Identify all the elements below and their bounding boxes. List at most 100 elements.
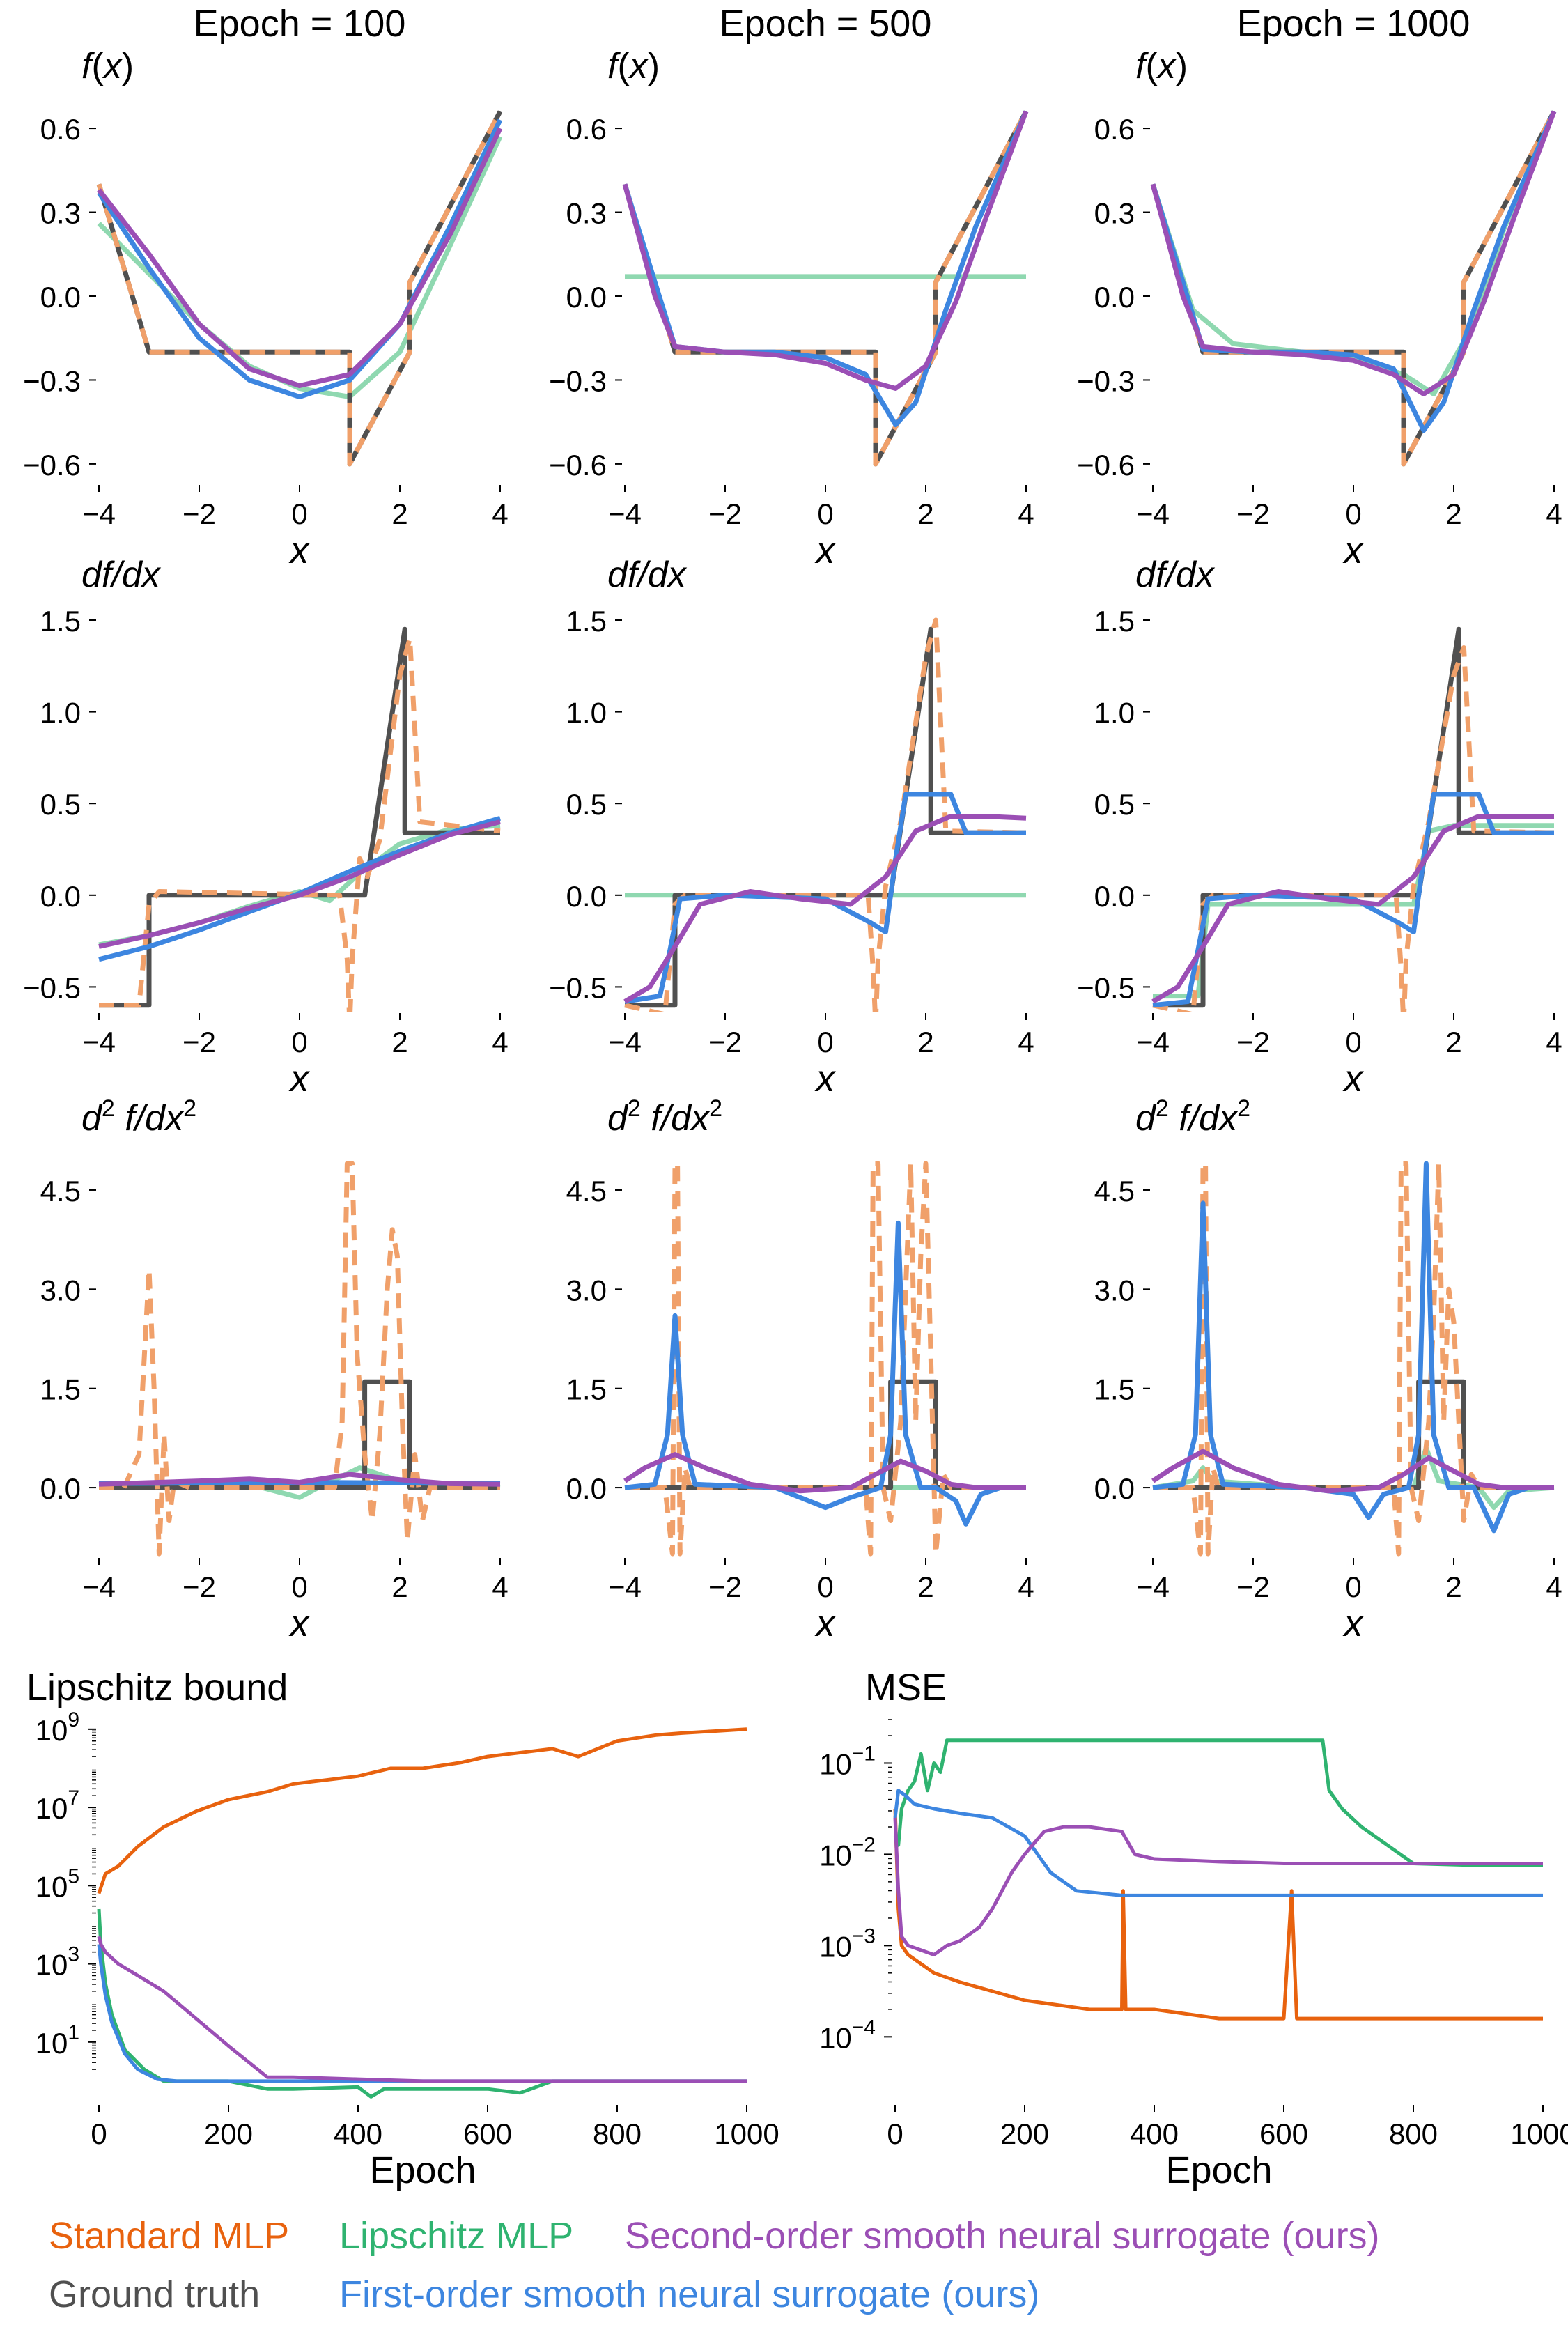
panel-f-500: Epoch = 500 f(x)0.6 0.3 0.0 −0.3 −0.6−4 −2 0 2 4 x <box>549 3 1034 571</box>
y-tick-label: 0.0 <box>566 1472 607 1505</box>
x-tick-label: 0 <box>291 497 307 530</box>
series-first-order-smooth-neural-surrogate-ours <box>97 118 503 399</box>
x-tick-label: −2 <box>183 497 216 530</box>
series-standard-mlp <box>99 635 501 1012</box>
ylabel: f(x) <box>81 46 134 86</box>
series-standard-mlp <box>99 1161 500 1557</box>
x-tick-label: −4 <box>1136 1026 1170 1058</box>
x-tick-label: −2 <box>708 1026 742 1058</box>
panel-title: MSE <box>865 1667 947 1708</box>
y-tick-label: 10−3 <box>819 1924 876 1963</box>
legend-standard-mlp: Standard MLP <box>49 2215 290 2257</box>
x-tick-label: 2 <box>1445 1570 1461 1603</box>
series-lipschitz-mlp <box>97 1908 747 2099</box>
panel-mse: MSE 10−1 10−2 10−3 10−4 0 200 400 600 800 1000 Epoc… <box>819 1667 1568 2191</box>
x-axis-label: x <box>1342 1058 1365 1099</box>
y-tick-label: 10−1 <box>819 1742 876 1780</box>
ylabel: d2 f/dx2 <box>1135 1095 1250 1138</box>
y-tick-label: 107 <box>36 1786 79 1825</box>
y-tick-label: 0.6 <box>566 113 607 146</box>
y-tick-label: 105 <box>36 1864 79 1903</box>
series-second-order-smooth-neural-surrogate-ours <box>623 814 1027 1004</box>
y-tick-label: 1.5 <box>566 1373 607 1406</box>
y-tick-label: −0.6 <box>23 449 81 481</box>
y-tick-label: 0.5 <box>566 788 607 821</box>
series-first-order-smooth-neural-surrogate-ours <box>97 1944 747 2083</box>
x-tick-label: −2 <box>708 497 742 530</box>
panel-df-1000: df/dx1.5 1.0 0.5 0.0 −0.5−4 −2 0 2 4 x <box>1077 555 1562 1099</box>
y-tick-label: 0.6 <box>1094 113 1135 146</box>
y-tick-label: 1.5 <box>566 605 607 638</box>
x-tick-label: 2 <box>391 1026 407 1058</box>
y-tick-label: 0.3 <box>566 197 607 230</box>
series-first-order-smooth-neural-surrogate-ours <box>893 1789 1543 1897</box>
series-ground-truth <box>99 626 500 1008</box>
y-tick-label: 3.0 <box>1094 1274 1135 1306</box>
x-tick-label: 4 <box>492 1026 508 1058</box>
y-tick-label: 0.0 <box>1094 281 1135 314</box>
series-standard-mlp <box>625 1161 1026 1557</box>
y-tick-label: 0.3 <box>40 197 81 230</box>
series-standard-mlp <box>1153 1161 1554 1557</box>
legend-second-order: Second-order smooth neural surrogate (ou… <box>625 2215 1380 2257</box>
x-tick-label: −4 <box>1136 1570 1170 1603</box>
series-lipschitz-mlp <box>98 823 501 948</box>
y-tick-label: −0.6 <box>1077 449 1135 481</box>
x-axis-label: x <box>1342 530 1365 571</box>
y-tick-label: 4.5 <box>1094 1175 1135 1207</box>
x-tick-label: 800 <box>593 2117 642 2150</box>
y-tick-label: 3.0 <box>40 1274 81 1306</box>
ylabel: df/dx <box>1135 555 1216 595</box>
series-first-order-smooth-neural-surrogate-ours <box>1152 1161 1554 1534</box>
x-tick-label: 800 <box>1389 2117 1438 2150</box>
ylabel: d2 f/dx2 <box>81 1095 196 1138</box>
x-tick-label: 600 <box>1259 2117 1308 2150</box>
y-tick-label: 10−4 <box>819 2016 876 2054</box>
x-axis-label: x <box>1342 1603 1365 1644</box>
x-tick-label: 0 <box>1345 1026 1361 1058</box>
y-tick-label: 109 <box>36 1708 79 1747</box>
x-tick-label: −4 <box>608 497 642 530</box>
y-tick-label: 101 <box>36 2021 79 2060</box>
panel-d2f-1000: d2 f/dx2 4.5 3.0 1.5 0.0 −4 −2 0 2 4 x <box>1094 1095 1562 1644</box>
series-ground-truth <box>622 110 1029 467</box>
y-tick-label: 0.5 <box>40 788 81 821</box>
column-title: Epoch = 500 <box>720 3 932 45</box>
x-axis-label: x <box>814 1058 837 1099</box>
x-tick-label: 200 <box>1000 2117 1049 2150</box>
x-tick-label: 4 <box>1546 1026 1562 1058</box>
x-tick-label: 2 <box>917 497 933 530</box>
x-tick-label: 1000 <box>1510 2117 1568 2150</box>
ylabel: d2 f/dx2 <box>607 1095 722 1138</box>
x-tick-label: −4 <box>608 1570 642 1603</box>
series-lipschitz-mlp <box>1153 823 1554 999</box>
panel-f-100: Epoch = 100 f(x)0.6 0.3 0.0 −0.3 −0.6−4 −2 0 2 4 x <box>23 3 509 571</box>
series-second-order-smooth-neural-surrogate-ours <box>98 1472 501 1487</box>
y-tick-label: 0.0 <box>566 281 607 314</box>
series-second-order-smooth-neural-surrogate-ours <box>622 110 1029 391</box>
series-lipschitz-mlp <box>893 1738 1543 1867</box>
x-tick-label: 400 <box>334 2117 382 2150</box>
x-tick-label: −2 <box>1236 1026 1270 1058</box>
series-standard-mlp <box>622 110 1029 467</box>
x-tick-label: −4 <box>1136 497 1170 530</box>
x-tick-label: 2 <box>1445 1026 1461 1058</box>
y-tick-label: 1.0 <box>40 697 81 729</box>
y-tick-label: 0.0 <box>40 1472 81 1505</box>
series-second-order-smooth-neural-surrogate-ours <box>1150 110 1557 396</box>
x-tick-label: 4 <box>1546 1570 1562 1603</box>
y-tick-label: 1.5 <box>1094 1373 1135 1406</box>
series-second-order-smooth-neural-surrogate-ours <box>97 1936 747 2083</box>
y-tick-label: 1.5 <box>40 605 81 638</box>
legend-lipschitz-mlp: Lipschitz MLP <box>339 2215 574 2257</box>
x-tick-label: 0 <box>1345 1570 1361 1603</box>
x-tick-label: 2 <box>917 1026 933 1058</box>
x-tick-label: 200 <box>204 2117 253 2150</box>
series-standard-mlp <box>96 110 503 467</box>
x-tick-label: 0 <box>291 1570 307 1603</box>
x-tick-label: −2 <box>708 1570 742 1603</box>
y-tick-label: 0.0 <box>1094 1472 1135 1505</box>
x-tick-label: −4 <box>82 497 116 530</box>
y-tick-label: −0.5 <box>549 971 607 1004</box>
